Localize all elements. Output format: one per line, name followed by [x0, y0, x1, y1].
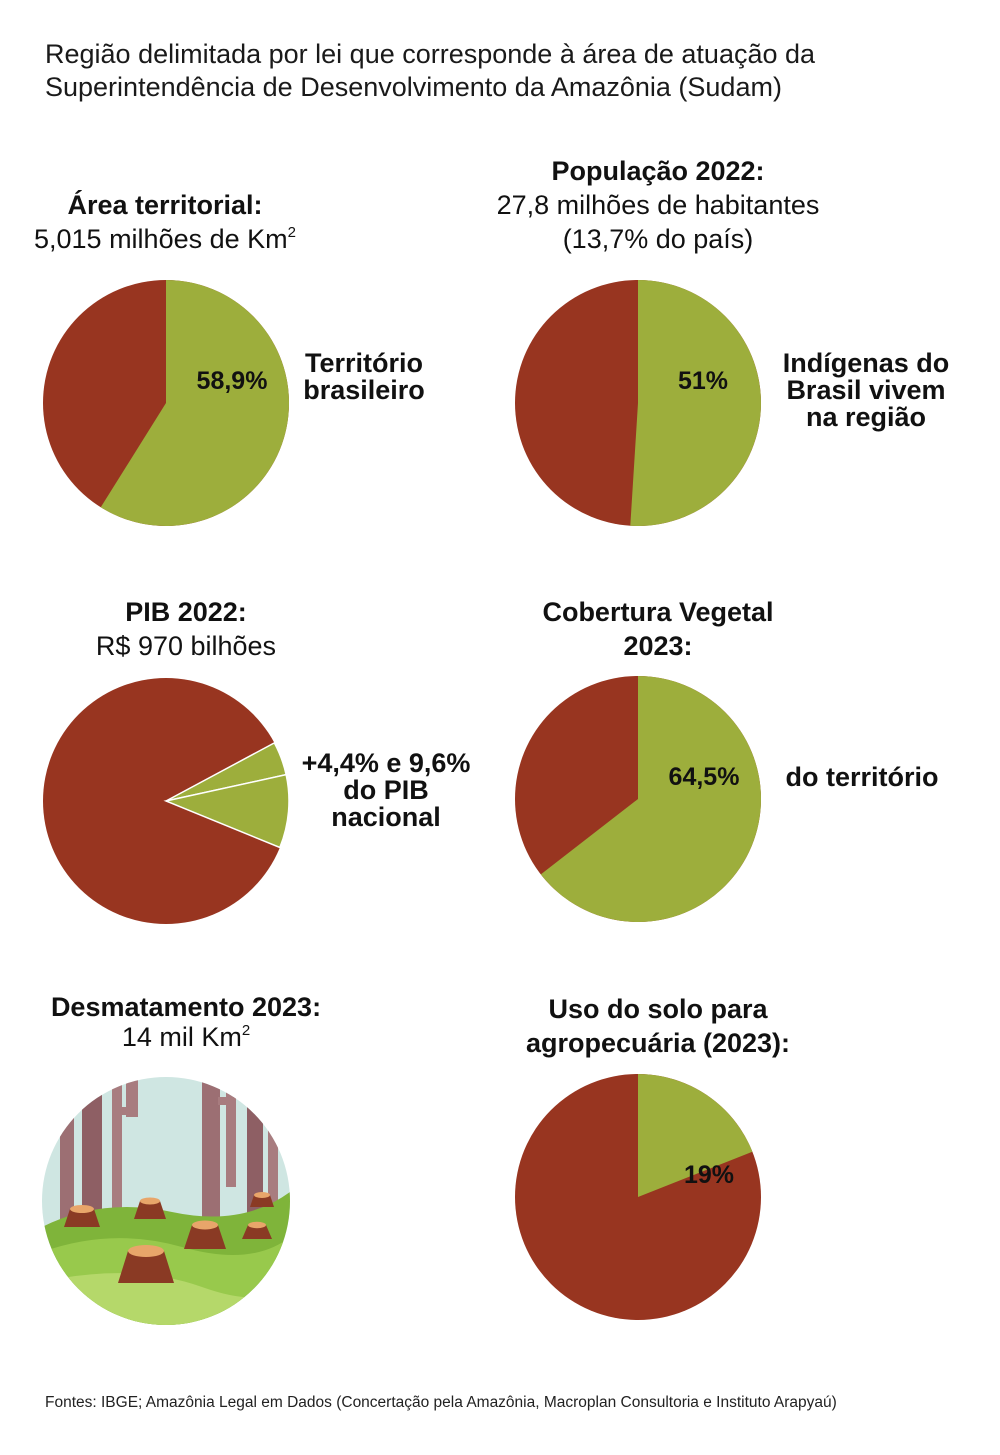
veg-side-line: do território: [785, 762, 939, 792]
desm-subtitle: 14 mil Km2: [121, 1022, 251, 1052]
pie-area-percent: 58,9%: [197, 367, 268, 395]
stump-icon: [134, 1197, 166, 1219]
pop-side-label: Indígenas do Brasil vivem na região: [768, 350, 964, 431]
pie-area: 58,9%: [43, 280, 290, 526]
solo-header: Uso do solo para agropecuária (2023):: [488, 992, 828, 1060]
pie-solo-slice: [638, 1074, 753, 1197]
pie-pop: 51%: [515, 280, 761, 526]
pib-side-line: nacional: [331, 802, 441, 832]
stump-icon: [118, 1245, 174, 1283]
area-header: Área territorial: 5,015 milhões de Km2: [20, 188, 310, 256]
pib-side-line: do PIB: [343, 775, 429, 805]
stump-icon: [184, 1220, 226, 1249]
veg-header: Cobertura Vegetal 2023:: [488, 595, 828, 663]
pib-title: PIB 2022:: [125, 597, 247, 627]
pop-subtitle-2: (13,7% do país): [562, 224, 754, 254]
desm-superscript: 2: [241, 1022, 251, 1039]
pop-subtitle-1: 27,8 milhões de habitantes: [496, 190, 820, 220]
area-side-line: Território: [304, 348, 423, 378]
pib-subtitle: R$ 970 bilhões: [95, 631, 277, 661]
pie-veg-percent: 64,5%: [669, 763, 740, 791]
pie-solo-percent: 19%: [684, 1161, 734, 1189]
stump-icon: [250, 1192, 274, 1207]
veg-side-label: do território: [772, 764, 952, 791]
desm-title: Desmatamento 2023:: [50, 992, 322, 1022]
area-title: Área territorial:: [67, 190, 263, 220]
pie-veg: 64,5%: [515, 676, 761, 922]
solo-title-2: agropecuária (2023):: [525, 1028, 791, 1058]
area-superscript: 2: [287, 224, 296, 241]
pop-header: População 2022: 27,8 milhões de habitant…: [458, 154, 858, 256]
pie-pib: [43, 678, 290, 924]
area-side-line: brasileiro: [303, 375, 425, 405]
veg-title-2: 2023:: [623, 631, 693, 661]
pie-area-slice: [100, 280, 290, 526]
pib-side-label: +4,4% e 9,6% do PIB nacional: [286, 750, 486, 831]
pop-side-line: Indígenas do: [782, 348, 950, 378]
intro-text: Região delimitada por lei que correspond…: [45, 39, 816, 102]
veg-title-1: Cobertura Vegetal: [542, 597, 774, 627]
solo-title-1: Uso do solo para: [548, 994, 768, 1024]
area-side-label: Território brasileiro: [292, 350, 436, 404]
pie-pib-slice: [163, 773, 290, 849]
pie-solo: 19%: [515, 1074, 761, 1320]
pie-pop-percent: 51%: [678, 367, 728, 395]
pop-side-line: na região: [805, 402, 927, 432]
pop-side-line: Brasil vivem: [786, 375, 946, 405]
pib-side-line: +4,4% e 9,6%: [301, 748, 471, 778]
pib-header: PIB 2022: R$ 970 bilhões: [36, 595, 336, 663]
stump-icon: [64, 1205, 100, 1227]
footer-sources: Fontes: IBGE; Amazônia Legal em Dados (C…: [45, 1394, 837, 1411]
pop-title: População 2022:: [551, 156, 765, 186]
pie-veg-slice: [540, 676, 761, 922]
stump-icon: [242, 1221, 272, 1239]
desm-header: Desmatamento 2023: 14 mil Km2: [26, 992, 346, 1052]
area-subtitle: 5,015 milhões de Km2: [34, 224, 296, 254]
pie-pop-slice: [630, 280, 761, 526]
tree-stumps-illustration: [42, 1077, 290, 1325]
